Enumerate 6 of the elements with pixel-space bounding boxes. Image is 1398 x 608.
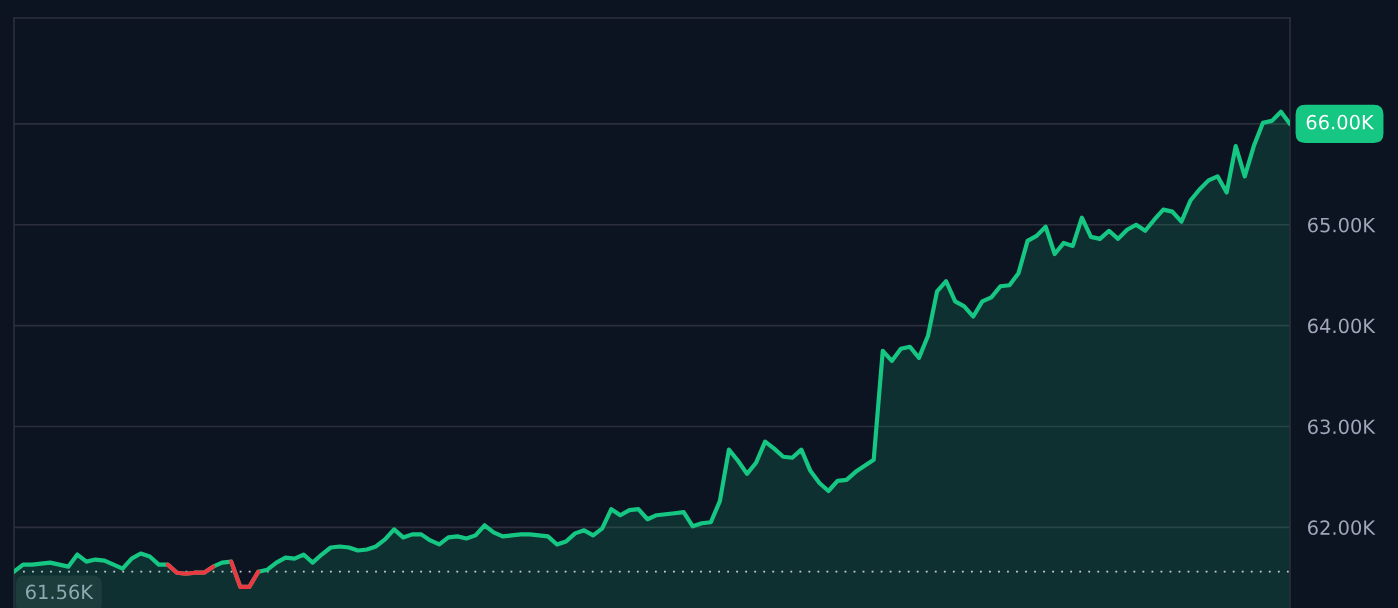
y-tick-label: 64.00K (1308, 318, 1376, 334)
text: 66.00K (1306, 114, 1375, 130)
y-tick-label: 65.00K (1308, 217, 1376, 233)
y-tick-label: 62.00K (1308, 520, 1376, 535)
ref-line-label: 61.56K (26, 584, 94, 600)
y-tick-label: 63.00K (1308, 419, 1376, 435)
